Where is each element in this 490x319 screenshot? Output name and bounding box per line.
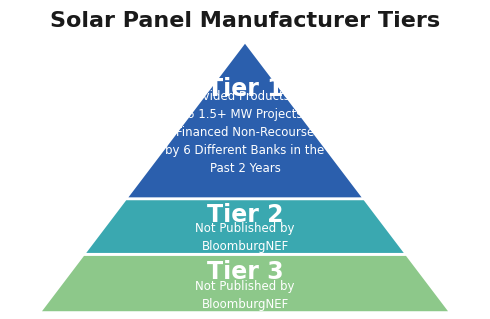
- Text: Tier 2: Tier 2: [207, 204, 283, 227]
- Polygon shape: [83, 199, 407, 254]
- Polygon shape: [39, 254, 451, 313]
- Text: Solar Panel Manufacturer Tiers: Solar Panel Manufacturer Tiers: [50, 11, 440, 31]
- Text: Tier 3: Tier 3: [207, 260, 283, 284]
- Text: Tier 1: Tier 1: [207, 77, 283, 101]
- Text: Not Published by
BloomburgNEF: Not Published by BloomburgNEF: [195, 222, 295, 253]
- Polygon shape: [125, 41, 365, 199]
- Text: Provided Products to
6 1.5+ MW Projects
Financed Non-Recourse
by 6 Different Ban: Provided Products to 6 1.5+ MW Projects …: [166, 90, 325, 175]
- Text: Not Published by
BloomburgNEF: Not Published by BloomburgNEF: [195, 280, 295, 311]
